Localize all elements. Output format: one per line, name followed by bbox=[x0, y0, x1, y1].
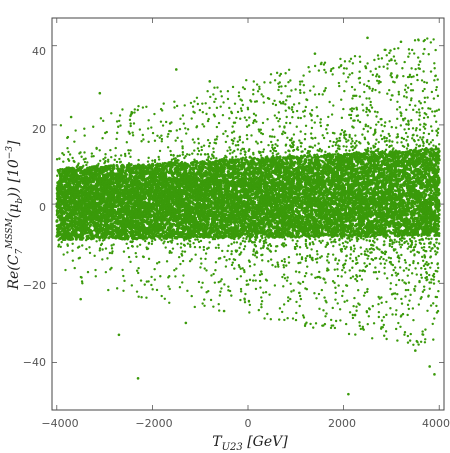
scatter-point bbox=[365, 162, 369, 166]
scatter-point bbox=[55, 219, 59, 223]
scatter-point bbox=[382, 211, 386, 215]
scatter-point bbox=[307, 158, 311, 162]
scatter-point bbox=[326, 230, 330, 234]
scatter-point bbox=[327, 176, 331, 180]
scatter-points bbox=[55, 36, 441, 396]
scatter-point bbox=[423, 172, 427, 176]
